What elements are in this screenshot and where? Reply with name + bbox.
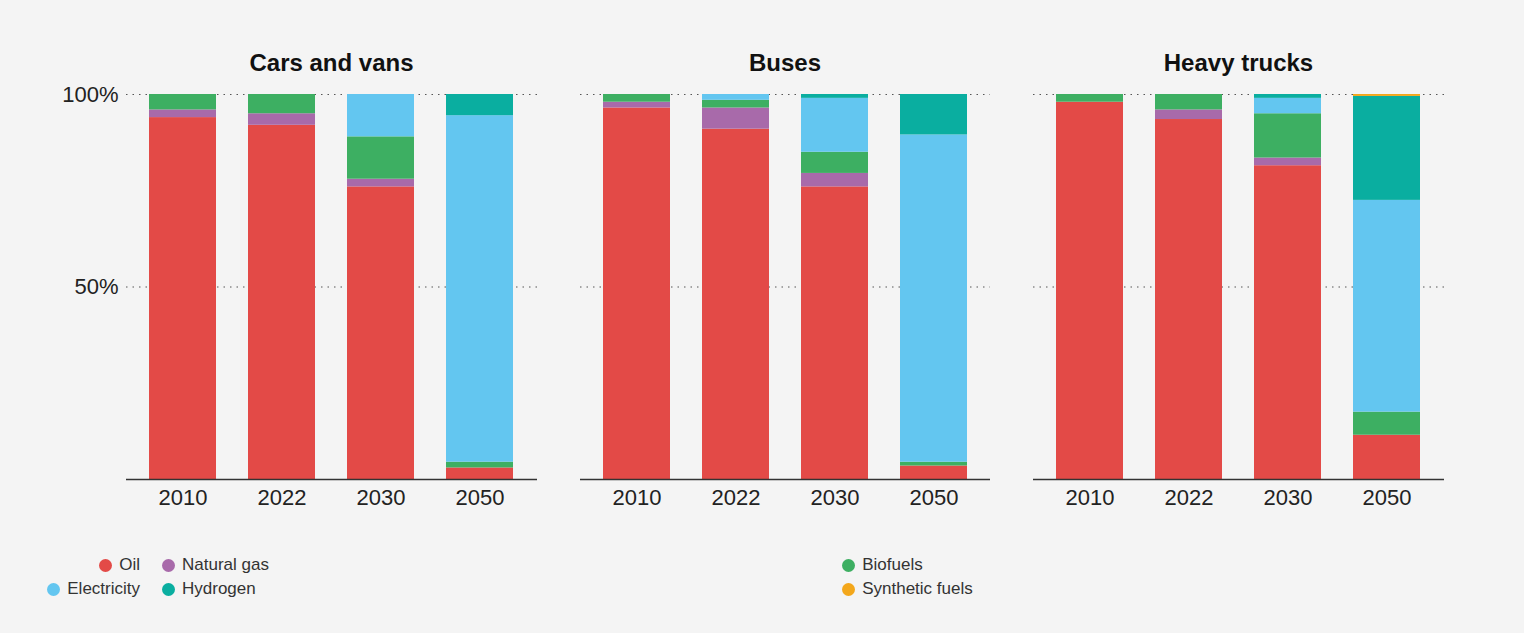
html-text:Oil: Oil	[119, 555, 140, 574]
html-text:Synthetic fuels: Synthetic fuels	[862, 579, 973, 598]
svg-text:2050: 2050	[1363, 485, 1412, 510]
svg-text:2050: 2050	[910, 485, 959, 510]
html-text:Biofuels: Biofuels	[862, 555, 923, 574]
svg-text:2030: 2030	[357, 485, 406, 510]
svg-text:2022: 2022	[1165, 485, 1214, 510]
svg-text:50%: 50%	[74, 274, 118, 299]
svg-text:2010: 2010	[159, 485, 208, 510]
svg-text:2010: 2010	[1066, 485, 1115, 510]
html-text:Hydrogen: Hydrogen	[182, 579, 256, 598]
svg-text:2022: 2022	[258, 485, 307, 510]
html-text:Electricity: Electricity	[67, 579, 140, 598]
svg-text:2022: 2022	[712, 485, 761, 510]
html-text:Cars and vans: Cars and vans	[249, 49, 414, 76]
svg-text:2050: 2050	[456, 485, 505, 510]
html-text:Buses: Buses	[749, 49, 821, 76]
svg-text:2030: 2030	[811, 485, 860, 510]
html-text:Natural gas: Natural gas	[182, 555, 269, 574]
svg-text:2030: 2030	[1264, 485, 1313, 510]
html-text:Heavy trucks: Heavy trucks	[1163, 49, 1314, 76]
svg-text:100%: 100%	[62, 82, 118, 107]
svg-text:2010: 2010	[613, 485, 662, 510]
